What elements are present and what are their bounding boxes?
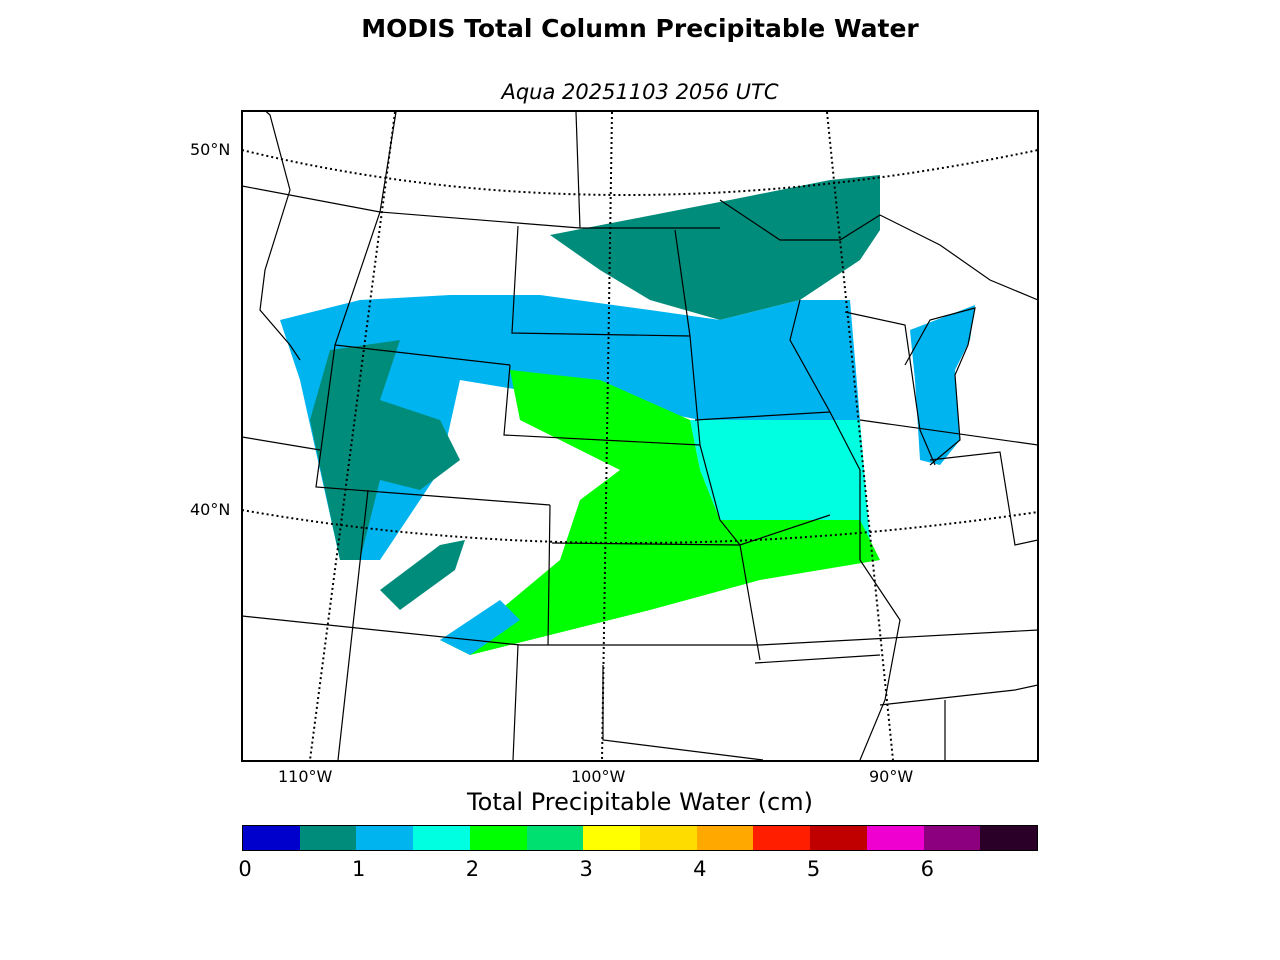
blue-south-region <box>440 600 520 655</box>
lat-label-50n: 50°N <box>190 140 231 159</box>
colorbar-segment <box>583 826 641 850</box>
colorbar-tick-label: 4 <box>693 857 707 881</box>
colorbar-segment <box>299 826 357 850</box>
graticule <box>242 111 1038 761</box>
colorbar-tick-label: 1 <box>352 857 366 881</box>
colorbar-segment <box>413 826 470 850</box>
colorbar-tick-label: 2 <box>465 857 480 881</box>
colorbar-segment <box>356 826 414 850</box>
colorbar-tick-label: 0 <box>238 857 252 881</box>
teal-west-region <box>310 340 460 560</box>
colorbar-segment <box>866 826 924 850</box>
green-region <box>440 370 880 655</box>
lat-label-40n: 40°N <box>190 500 231 519</box>
colorbar-segment <box>753 826 811 850</box>
colorbar-segment <box>469 826 527 850</box>
lon-label-90w: 90°W <box>869 767 914 786</box>
blue-region <box>280 295 860 560</box>
colorbar-segment <box>526 826 584 850</box>
colorbar-tick-label: 6 <box>920 857 934 881</box>
precip-water-field <box>280 175 975 655</box>
lon-label-110w: 110°W <box>278 767 333 786</box>
teal-southwest-region <box>380 540 465 610</box>
colorbar-segment <box>640 826 697 850</box>
teal-region <box>550 175 880 320</box>
colorbar-segment <box>696 826 754 850</box>
cyan-region <box>690 420 870 540</box>
colorbar-segment <box>923 826 981 850</box>
colorbar <box>242 825 1038 851</box>
map-frame <box>241 110 1039 762</box>
colorbar-tick-label: 5 <box>806 857 821 881</box>
lake-michigan-region <box>910 305 975 465</box>
colorbar-segment <box>243 826 300 850</box>
colorbar-label: Total Precipitable Water (cm) <box>467 788 813 816</box>
lon-label-100w: 100°W <box>571 767 626 786</box>
colorbar-tick-label: 3 <box>579 857 593 881</box>
colorbar-segment <box>810 826 867 850</box>
colorbar-segment <box>980 826 1038 850</box>
figure-subtitle: Aqua 20251103 2056 UTC <box>501 80 779 104</box>
figure-title: MODIS Total Column Precipitable Water <box>361 14 919 43</box>
state-borders <box>242 111 1038 761</box>
